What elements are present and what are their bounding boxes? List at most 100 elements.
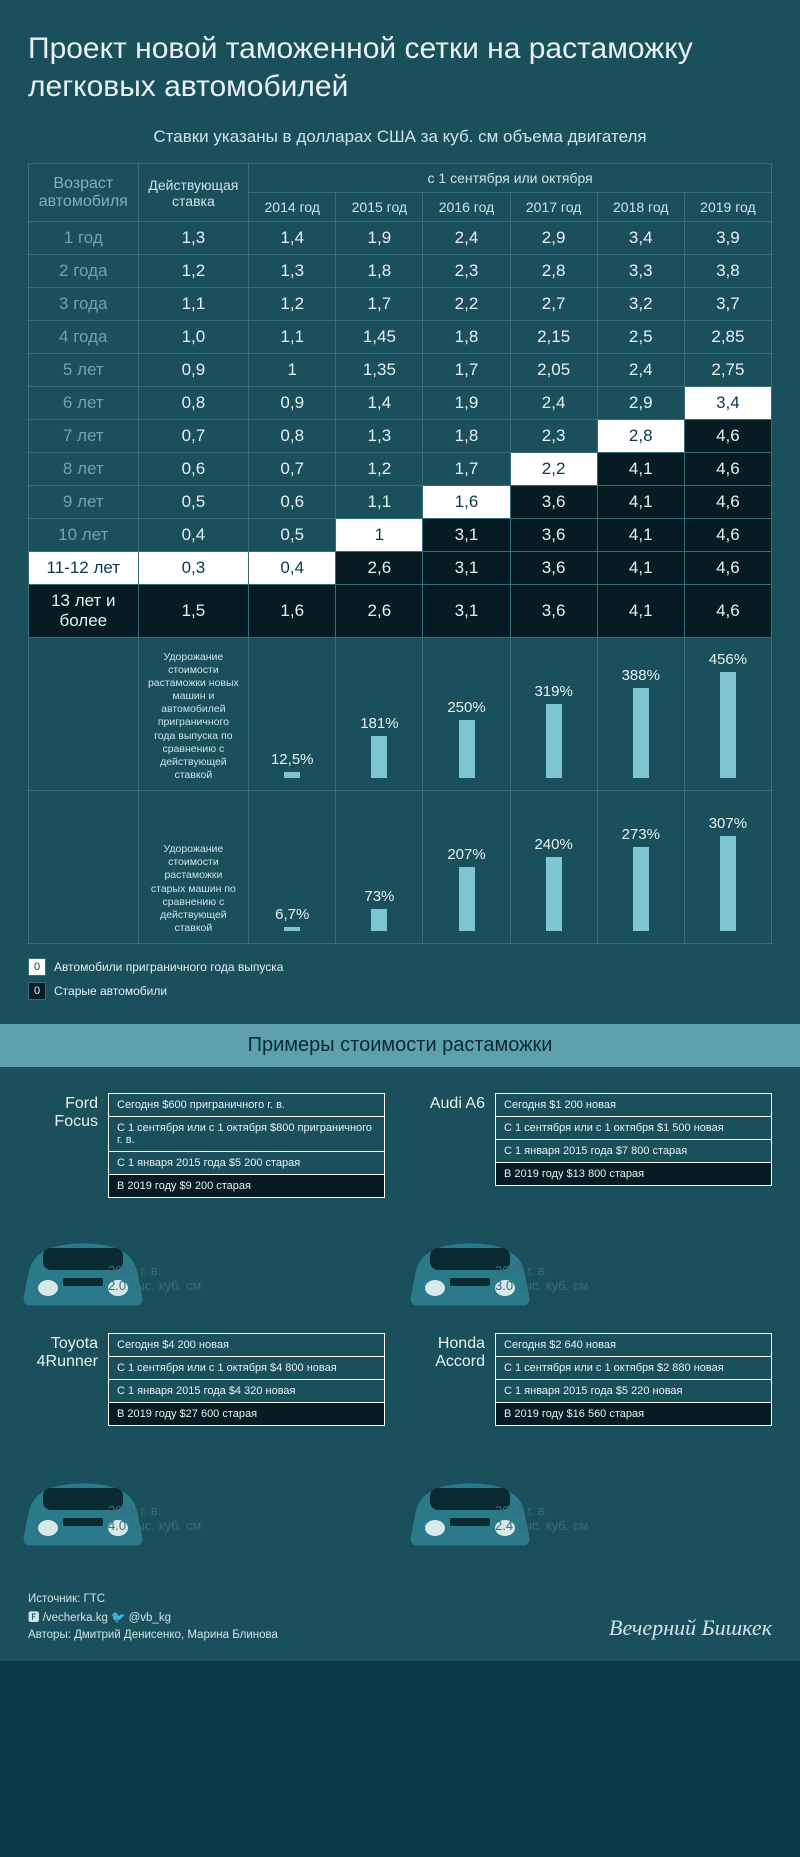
th-current: Действующая ставка [138,164,249,222]
bar [546,857,562,931]
rate-cell: 2,4 [423,222,510,255]
rate-cell: 1 [249,354,336,387]
rate-cell: 2,9 [510,222,597,255]
table-row: 4 года1,01,11,451,82,152,52,85 [29,321,772,354]
legend: 0 Автомобили приграничного года выпуска … [28,958,772,1000]
car-price-row: В 2019 году $27 600 старая [109,1403,384,1425]
car-block: Ford FocusСегодня $600 приграничного г. … [28,1093,385,1293]
bar-cell: 73% [336,791,423,944]
age-cell: 5 лет [29,354,139,387]
rate-cell: 1,4 [249,222,336,255]
bar [546,704,562,778]
rate-cell: 4,6 [684,486,771,519]
bar-cell: 273% [597,791,684,944]
bar-label: 307% [709,815,747,832]
rate-cell: 1,7 [423,354,510,387]
rate-cell: 3,8 [684,255,771,288]
car-price-row: В 2019 году $9 200 старая [109,1175,384,1197]
rate-cell: 0,5 [138,486,249,519]
age-cell: 4 года [29,321,139,354]
bar-empty [29,791,139,944]
bar [720,672,736,778]
age-cell: 6 лет [29,387,139,420]
car-price-row: С 1 сентября или с 1 октября $800 пригра… [109,1117,384,1152]
bar [371,909,387,931]
car-price-row: В 2019 году $16 560 старая [496,1403,771,1425]
car-block: Toyota 4RunnerСегодня $4 200 новаяС 1 се… [28,1333,385,1533]
age-cell: 9 лет [29,486,139,519]
car-price-table: Сегодня $2 640 новаяС 1 сентября или с 1… [495,1333,772,1426]
bar [371,736,387,778]
rate-cell: 1,9 [336,222,423,255]
rate-cell: 2,8 [597,420,684,453]
rate-cell: 3,2 [597,288,684,321]
car-price-row: С 1 сентября или с 1 октября $1 500 нова… [496,1117,771,1140]
rate-cell: 3,6 [510,519,597,552]
bar-cell: 319% [510,638,597,791]
page-title: Проект новой таможенной сетки на растамо… [28,30,772,105]
rate-cell: 1,3 [336,420,423,453]
rate-cell: 1,5 [138,585,249,638]
rate-cell: 4,1 [597,552,684,585]
rate-cell: 1,8 [336,255,423,288]
rate-cell: 4,6 [684,420,771,453]
car-price-table: Сегодня $1 200 новаяС 1 сентября или с 1… [495,1093,772,1186]
infographic-page: Проект новой таможенной сетки на растамо… [0,0,800,1661]
rate-cell: 2,2 [510,453,597,486]
table-row: 5 лет0,911,351,72,052,42,75 [29,354,772,387]
rate-cell: 1,35 [336,354,423,387]
age-cell: 13 лет и более [29,585,139,638]
rate-cell: 0,8 [138,387,249,420]
rate-cell: 2,3 [510,420,597,453]
rate-cell: 2,3 [423,255,510,288]
rate-cell: 1,8 [423,420,510,453]
rate-cell: 0,6 [138,453,249,486]
footer-social: 🅵 /vecherka.kg 🐦 @vb_kg [28,1609,278,1625]
bar-label: 250% [447,699,485,716]
age-cell: 11-12 лет [29,552,139,585]
legend-row-dark: 0 Старые автомобили [28,982,772,1000]
table-row: 10 лет0,40,513,13,64,14,6 [29,519,772,552]
footer-authors: Авторы: Дмитрий Денисенко, Марина Блинов… [28,1629,278,1641]
th-2017: 2017 год [510,193,597,222]
rate-cell: 3,3 [597,255,684,288]
rate-cell: 2,9 [597,387,684,420]
rate-cell: 1,45 [336,321,423,354]
car-name: Honda Accord [415,1333,485,1371]
rate-cell: 2,85 [684,321,771,354]
rate-cell: 1,7 [423,453,510,486]
footer-source: Источник: ГТС [28,1593,278,1605]
bar-cell: 181% [336,638,423,791]
bar-cell: 388% [597,638,684,791]
subtitle: Ставки указаны в долларах США за куб. см… [28,127,772,147]
rate-cell: 2,15 [510,321,597,354]
car-price-row: С 1 января 2015 года $4 320 новая [109,1380,384,1403]
rate-cell: 3,1 [423,519,510,552]
car-price-row: Сегодня $600 приграничного г. в. [109,1094,384,1117]
car-examples-grid: Ford FocusСегодня $600 приграничного г. … [28,1093,772,1533]
rate-cell: 1,2 [138,255,249,288]
car-price-table: Сегодня $600 приграничного г. в.С 1 сент… [108,1093,385,1198]
rate-cell: 3,1 [423,585,510,638]
th-2014: 2014 год [249,193,336,222]
table-row: 9 лет0,50,61,11,63,64,14,6 [29,486,772,519]
bar-row: Удорожание стоимости растаможки новых ма… [29,638,772,791]
car-name: Audi A6 [415,1093,485,1113]
table-row: 13 лет и более1,51,62,63,13,64,14,6 [29,585,772,638]
th-2016: 2016 год [423,193,510,222]
rate-cell: 2,8 [510,255,597,288]
age-cell: 1 год [29,222,139,255]
th-2015: 2015 год [336,193,423,222]
rate-cell: 4,6 [684,585,771,638]
rate-cell: 2,7 [510,288,597,321]
rate-cell: 4,1 [597,585,684,638]
rate-cell: 3,4 [684,387,771,420]
car-meta: 2003 г. в.2.0 тыс. куб. см [108,1263,201,1293]
bar-label: 456% [709,651,747,668]
car-meta: 2005 г. в.3.0 тыс. куб. см [495,1263,588,1293]
bar [459,867,475,931]
bar-label: 273% [622,826,660,843]
rate-cell: 1,4 [336,387,423,420]
bar-label: 181% [360,715,398,732]
rate-cell: 4,6 [684,453,771,486]
